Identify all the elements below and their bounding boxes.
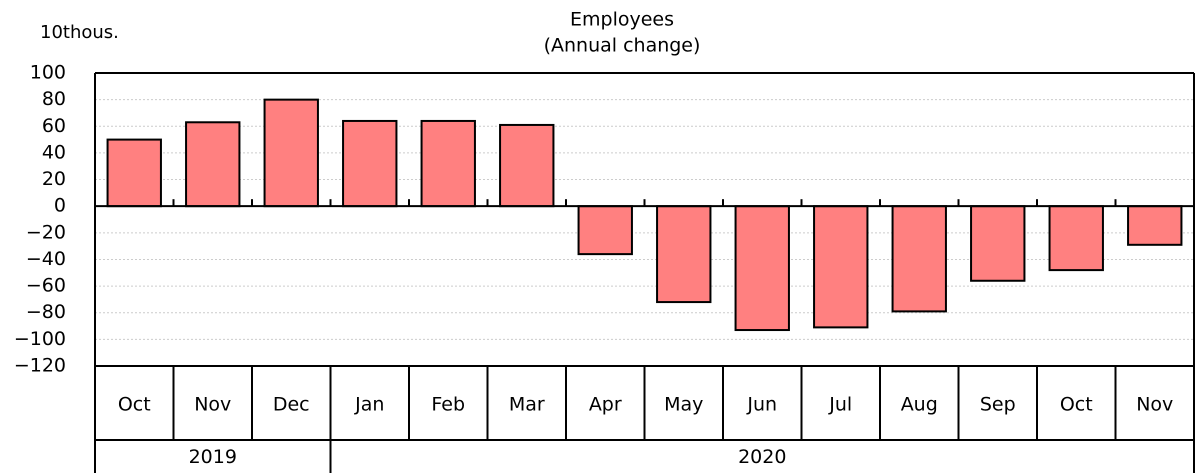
- x-tick-label: Sep: [980, 394, 1016, 416]
- chart-title: Employees: [570, 9, 674, 31]
- x-tick-label: Nov: [194, 394, 231, 416]
- bar: [420, 119, 476, 208]
- y-tick-label: −120: [14, 355, 66, 377]
- bar: [577, 205, 633, 256]
- bar: [106, 138, 162, 208]
- y-tick-label: 40: [42, 141, 66, 163]
- year-label: 2020: [738, 446, 786, 468]
- bar: [499, 123, 555, 208]
- x-tick-label: Mar: [509, 394, 545, 416]
- x-tick-label: Apr: [589, 394, 622, 416]
- y-tick-label: −60: [26, 275, 66, 297]
- bar: [656, 205, 712, 304]
- y-tick-label: 100: [30, 62, 66, 84]
- y-tick-label: 0: [54, 195, 66, 217]
- x-tick-label: Feb: [431, 394, 465, 416]
- x-tick-label: Nov: [1136, 394, 1173, 416]
- bar: [813, 205, 869, 329]
- y-tick-label: 60: [42, 115, 66, 137]
- y-tick-label: −20: [26, 221, 66, 243]
- bar: [1048, 205, 1104, 272]
- bar: [1127, 205, 1183, 246]
- bar: [970, 205, 1026, 282]
- x-tick-label: Jun: [746, 394, 777, 416]
- x-tick-label: Aug: [901, 394, 938, 416]
- y-tick-label: −100: [14, 328, 66, 350]
- year-label: 2019: [189, 446, 237, 468]
- bar: [891, 205, 947, 313]
- y-tick-label: 20: [42, 168, 66, 190]
- x-tick-label: Oct: [118, 394, 151, 416]
- y-tick-label: 80: [42, 88, 66, 110]
- y-tick-label: −80: [26, 301, 66, 323]
- x-tick-label: May: [664, 394, 703, 416]
- y-unit: 10thous.: [40, 22, 119, 43]
- bar: [185, 121, 241, 208]
- bar: [734, 205, 790, 332]
- y-tick-label: −40: [26, 248, 66, 270]
- x-tick-label: Jan: [354, 394, 384, 416]
- bar: [263, 98, 319, 208]
- x-tick-label: Oct: [1060, 394, 1093, 416]
- x-tick-label: Dec: [273, 394, 310, 416]
- bar: [342, 119, 398, 208]
- x-tick-label: Jul: [828, 394, 852, 416]
- chart-subtitle: (Annual change): [544, 35, 701, 57]
